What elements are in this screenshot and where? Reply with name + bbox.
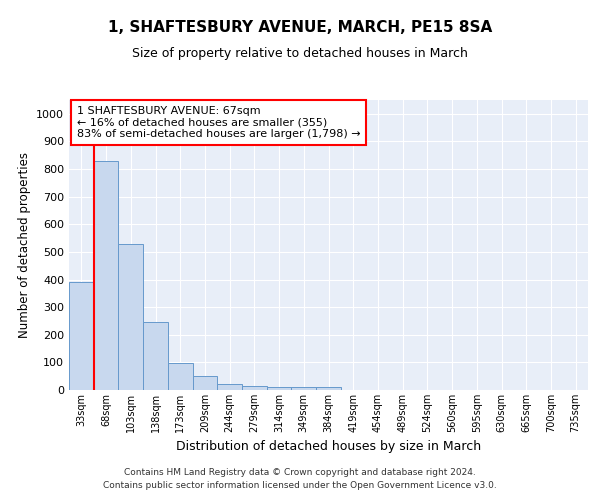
Text: Contains public sector information licensed under the Open Government Licence v3: Contains public sector information licen…	[103, 480, 497, 490]
Bar	[193, 376, 217, 390]
Bar	[292, 387, 316, 390]
Bar	[94, 161, 118, 390]
Text: Size of property relative to detached houses in March: Size of property relative to detached ho…	[132, 48, 468, 60]
Bar	[217, 384, 242, 390]
Y-axis label: Number of detached properties: Number of detached properties	[17, 152, 31, 338]
Bar	[267, 386, 292, 390]
Bar	[316, 387, 341, 390]
Bar	[143, 322, 168, 390]
Bar	[242, 386, 267, 390]
Text: Contains HM Land Registry data © Crown copyright and database right 2024.: Contains HM Land Registry data © Crown c…	[124, 468, 476, 477]
Bar	[168, 363, 193, 390]
X-axis label: Distribution of detached houses by size in March: Distribution of detached houses by size …	[176, 440, 481, 454]
Text: 1 SHAFTESBURY AVENUE: 67sqm
← 16% of detached houses are smaller (355)
83% of se: 1 SHAFTESBURY AVENUE: 67sqm ← 16% of det…	[77, 106, 361, 139]
Text: 1, SHAFTESBURY AVENUE, MARCH, PE15 8SA: 1, SHAFTESBURY AVENUE, MARCH, PE15 8SA	[108, 20, 492, 35]
Bar	[69, 282, 94, 390]
Bar	[118, 244, 143, 390]
